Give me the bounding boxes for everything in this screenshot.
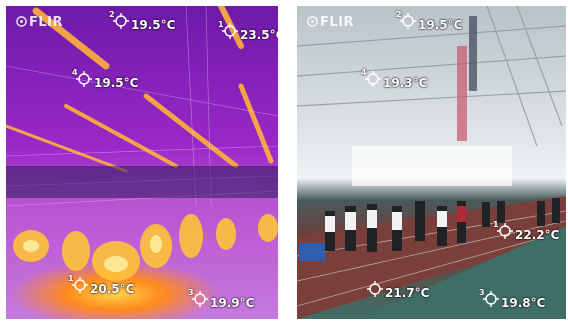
flir-logo: FLIR bbox=[16, 15, 63, 30]
crosshair-icon bbox=[222, 23, 238, 39]
spot-marker: 2 19.5°C bbox=[396, 10, 486, 36]
spot-temperature: 19.8°C bbox=[501, 296, 546, 310]
ceiling-light bbox=[32, 7, 110, 70]
spot-number: 3 bbox=[479, 288, 485, 297]
spot-number: 1 bbox=[218, 20, 224, 29]
crosshair-icon bbox=[365, 71, 381, 87]
spot-marker: 2 19.5°C bbox=[109, 10, 199, 36]
spot-temperature: 22.2°C bbox=[515, 228, 560, 242]
crosshair-icon bbox=[192, 291, 208, 307]
spot-temperature: 23.5°C bbox=[240, 28, 278, 42]
spot-number: 1 bbox=[68, 274, 74, 283]
thermal-scene bbox=[6, 6, 278, 281]
crosshair-icon bbox=[76, 71, 92, 87]
spot-number: 2 bbox=[396, 10, 402, 19]
spot-temperature: 19.5°C bbox=[131, 18, 176, 32]
spot-temperature: 19.5°C bbox=[418, 18, 463, 32]
spot-number: 4 bbox=[72, 68, 78, 77]
spot-number: 4 bbox=[361, 68, 367, 77]
spot-marker: 3 19.8°C bbox=[479, 288, 566, 314]
spot-marker: 21.7°C bbox=[363, 278, 453, 304]
spot-temperature: 21.7°C bbox=[385, 286, 430, 300]
spot-number: 1 bbox=[493, 220, 499, 229]
crosshair-icon bbox=[400, 13, 416, 29]
spot-temperature: 19.9°C bbox=[210, 296, 255, 310]
thermal-image: FLIR 1 23.5°C 2 19.5°C 4 19.5°C 1 20.5°C… bbox=[6, 6, 278, 319]
spot-marker: 4 19.5°C bbox=[72, 68, 162, 94]
spot-marker: 1 23.5°C bbox=[218, 20, 278, 46]
crosshair-icon bbox=[72, 277, 88, 293]
spot-temperature: 19.5°C bbox=[94, 76, 139, 90]
spot-marker: 3 19.9°C bbox=[188, 288, 278, 314]
ceiling-light bbox=[143, 93, 239, 169]
spot-marker: 4 19.3°C bbox=[361, 68, 451, 94]
spot-temperature: 19.3°C bbox=[383, 76, 428, 90]
spot-marker: 1 22.2°C bbox=[493, 220, 566, 246]
ceiling-light bbox=[64, 104, 178, 168]
crosshair-icon bbox=[113, 13, 129, 29]
spot-number: 3 bbox=[188, 288, 194, 297]
ceiling-light bbox=[238, 83, 274, 164]
spot-marker: 1 20.5°C bbox=[68, 274, 158, 300]
flir-logo-icon bbox=[307, 16, 318, 27]
crosshair-icon bbox=[483, 291, 499, 307]
ceiling-light bbox=[6, 124, 128, 173]
crosshair-icon bbox=[497, 223, 513, 239]
crosshair-icon bbox=[367, 281, 383, 297]
flir-logo-icon bbox=[16, 16, 27, 27]
spot-number: 2 bbox=[109, 10, 115, 19]
flir-logo: FLIR bbox=[307, 15, 354, 30]
visible-scene bbox=[297, 6, 566, 319]
spot-temperature: 20.5°C bbox=[90, 282, 135, 296]
visible-image: FLIR 2 19.5°C 4 19.3°C 1 22.2°C 21.7°C 3… bbox=[297, 6, 566, 319]
